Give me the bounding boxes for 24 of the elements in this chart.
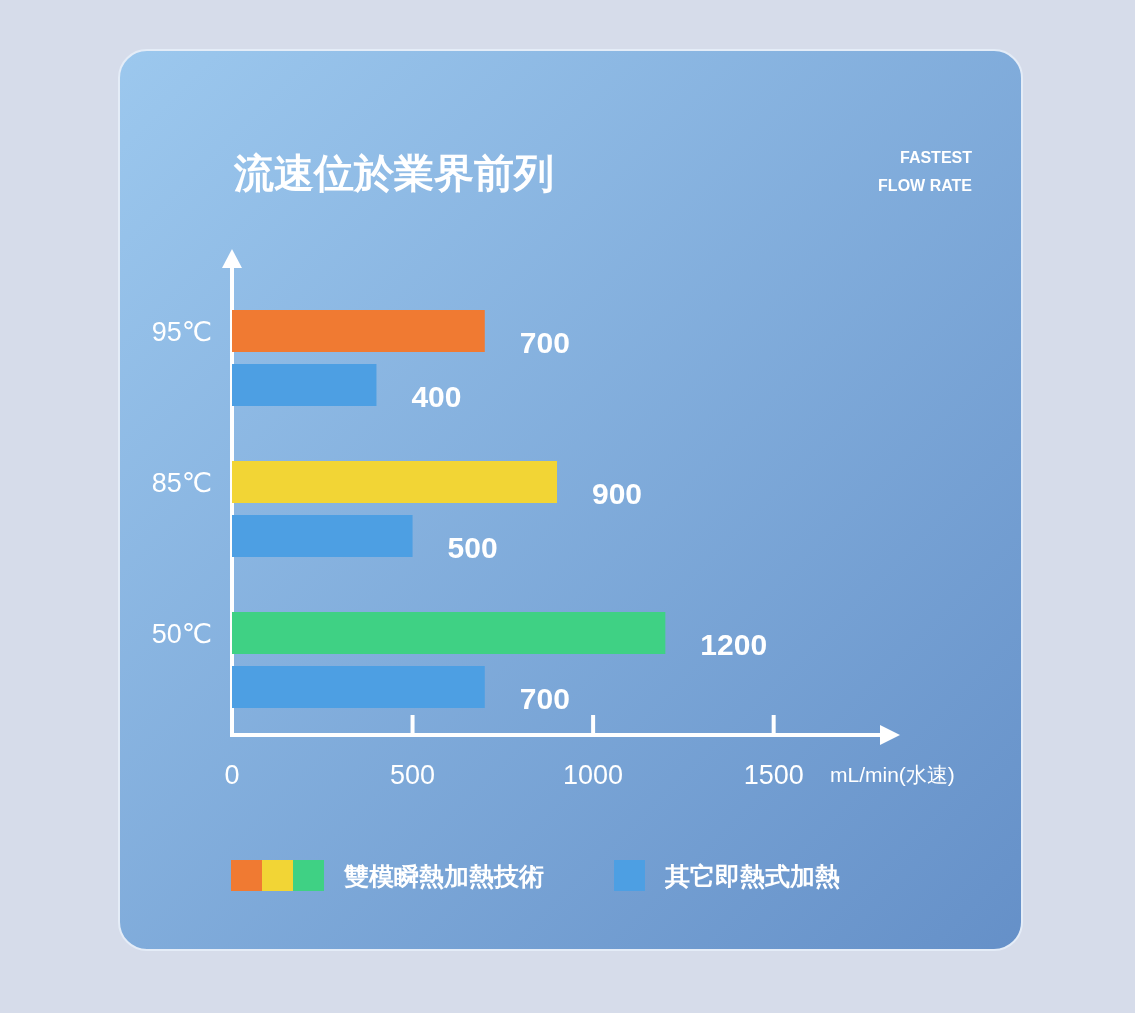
y-tick-label: 95℃ — [151, 317, 212, 347]
data-label: 700 — [519, 682, 570, 715]
x-tick-label: 1000 — [563, 760, 624, 790]
legend-label: 雙模瞬熱加熱技術 — [343, 862, 544, 890]
data-label: 500 — [447, 531, 498, 564]
text: FASTEST FLOW RATE — [878, 149, 973, 194]
bar — [232, 666, 485, 708]
data-label: 700 — [519, 326, 570, 359]
chart-title: 流速位於業界前列 — [233, 151, 554, 195]
bar — [232, 612, 666, 654]
x-tick-label: 0 — [224, 760, 240, 790]
data-label: 1200 — [700, 628, 768, 661]
x-tick-label: 500 — [390, 760, 436, 790]
y-tick-label: 50℃ — [151, 619, 212, 649]
bar — [232, 364, 377, 406]
bar — [232, 310, 485, 352]
data-label: 400 — [411, 380, 462, 413]
y-tick-label: 85℃ — [151, 468, 212, 498]
bar — [232, 461, 557, 503]
legend-label: 其它即熱式加熱 — [664, 862, 840, 890]
data-label: 900 — [592, 477, 643, 510]
x-axis-title: mL/min(水速) — [830, 763, 955, 786]
bar — [232, 515, 413, 557]
x-tick-label: 1500 — [743, 760, 804, 790]
